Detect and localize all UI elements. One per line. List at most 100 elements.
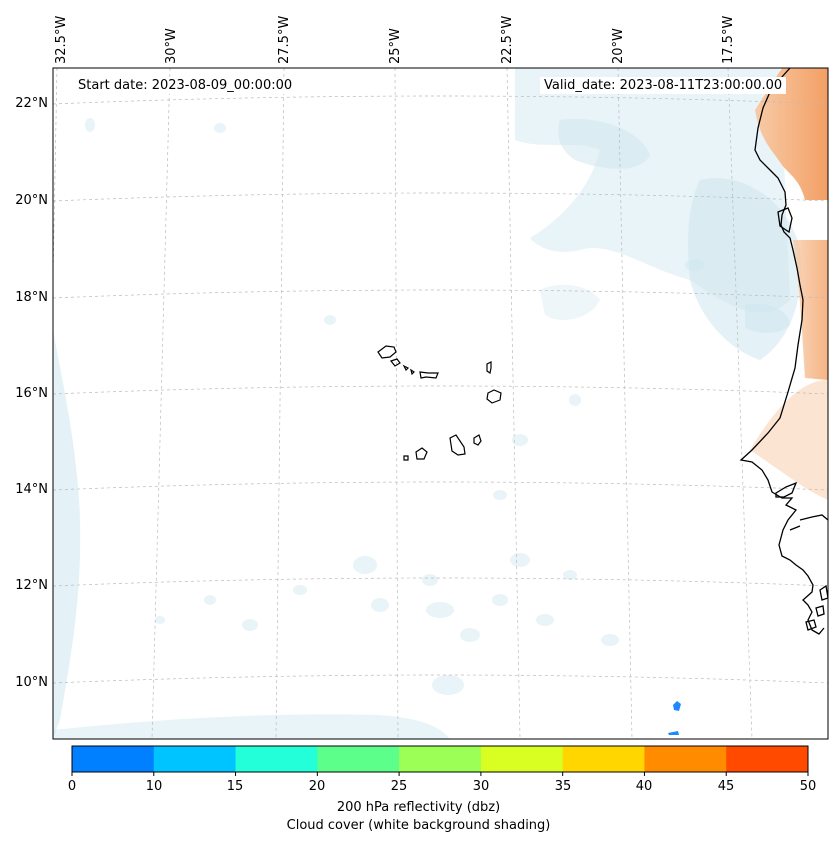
lat-label-10n: 10°N (15, 675, 48, 690)
meridian-30w (151, 68, 171, 739)
cloud-cell (242, 619, 258, 631)
parallel-16n (53, 385, 828, 395)
island-boa-vista (486, 389, 502, 404)
lon-label-20w: 20°W (611, 28, 626, 64)
colorbar-tick-label: 45 (717, 779, 735, 794)
cloud-cell (324, 315, 336, 325)
parallel-20n (53, 192, 828, 202)
cloud-cell (214, 123, 226, 133)
cloud-cell (460, 628, 480, 642)
land-warm-north (755, 68, 828, 200)
radar-echo-cell (668, 731, 679, 735)
cloud-cover-shading (53, 68, 801, 739)
meridian-32-5w (53, 68, 58, 281)
colorbar-tick-label: 0 (67, 779, 77, 794)
lon-label-25w: 25°W (388, 28, 403, 64)
land-warm-shading (750, 68, 828, 500)
colorbar-tick-label: 30 (472, 779, 490, 794)
land-warm-south (750, 380, 828, 500)
cloud-bottom-band (53, 714, 450, 739)
colorbar-label-cloud-cover: Cloud cover (white background shading) (286, 818, 551, 833)
cloud-cell (371, 598, 389, 612)
lon-label-17-5w: 17.5°W (721, 15, 736, 64)
colorbar-cell (317, 746, 400, 772)
meridian-20w (617, 68, 633, 739)
island-brava (403, 455, 409, 461)
island-sao-nicolau (419, 371, 439, 379)
lat-label-20n: 20°N (15, 193, 48, 208)
meridian-17-5w (727, 68, 753, 739)
cloud-cell (155, 616, 165, 624)
graticule (53, 68, 828, 739)
cloud-cell (601, 634, 619, 646)
cloud-northeast-core (558, 119, 650, 169)
lat-label-16n: 16°N (15, 386, 48, 401)
colorbar-cell (480, 746, 564, 772)
coast-gambia (775, 481, 798, 498)
meridian-25w (394, 68, 399, 739)
colorbar-cell (644, 746, 727, 772)
lat-label-18n: 18°N (15, 290, 48, 305)
colorbar-cell (726, 746, 809, 772)
coast-island-white (777, 207, 793, 234)
cloud-cell (492, 594, 508, 606)
island-sal (486, 361, 492, 374)
reflectivity-echoes (668, 701, 681, 735)
colorbar (71, 745, 809, 776)
coast-bissagos-2 (815, 605, 825, 617)
colorbar-frame (71, 745, 809, 773)
cloud-cell (563, 570, 577, 580)
coast-guinea-bissau (789, 514, 828, 531)
valid-date-label: Valid_date: 2023-08-11T23:00:00.00 (540, 77, 787, 94)
colorbar-label-reflectivity: 200 hPa reflectivity (dbz) (336, 800, 501, 815)
parallel-22n (53, 95, 828, 105)
meridian-22-5w (506, 68, 521, 739)
cloud-cell (353, 556, 377, 574)
cloud-cell (293, 585, 307, 595)
island-santo-antao (377, 345, 397, 359)
parallel-18n (53, 289, 828, 299)
cloud-cell (204, 595, 216, 605)
meridian-27-5w (275, 68, 285, 739)
cloud-cell (493, 490, 507, 500)
coast-bissagos-1 (805, 619, 817, 631)
cloud-coastal-core (745, 303, 790, 333)
colorbar-tick-label: 20 (308, 779, 326, 794)
island-ilheus (410, 368, 415, 376)
parallel-10n (53, 674, 828, 684)
colorbar-tick-label: 40 (635, 779, 653, 794)
lat-label-14n: 14°N (15, 482, 48, 497)
colorbar-cell (235, 746, 318, 772)
island-santiago (449, 434, 466, 456)
land-warm-mid (793, 240, 828, 380)
colorbar-tick-label: 50 (799, 779, 817, 794)
cloud-cell (569, 394, 581, 406)
colorbar-cell (399, 746, 482, 772)
parallel-14n (53, 481, 828, 491)
map-frame (52, 67, 829, 740)
lat-label-22n: 22°N (15, 96, 48, 111)
cape-verde-islands (377, 345, 502, 461)
colorbar-cell (72, 746, 155, 772)
parallel-12n (53, 577, 828, 587)
lat-label-12n: 12°N (15, 578, 48, 593)
cloud-cell (685, 259, 705, 271)
colorbar-tick-label: 35 (554, 779, 572, 794)
colorbar-tick-label: 25 (390, 779, 408, 794)
map-area (53, 68, 828, 739)
colorbar-tick-label: 10 (145, 779, 163, 794)
lon-label-30w: 30°W (164, 28, 179, 64)
island-santa-luzia (402, 364, 410, 372)
start-date-label: Start date: 2023-08-09_00:00:00 (74, 77, 297, 94)
coast-bissagos-3 (819, 584, 828, 601)
cloud-cell (536, 614, 554, 626)
lon-label-32-5w: 32.5°W (54, 15, 69, 64)
cloud-cell (432, 675, 464, 695)
west-africa-coastline (739, 68, 828, 635)
colorbar-cell (153, 746, 237, 772)
island-maio (473, 434, 482, 446)
colorbar-cell (562, 746, 645, 772)
cloud-cell (85, 118, 95, 132)
radar-echo-cell (673, 701, 681, 711)
